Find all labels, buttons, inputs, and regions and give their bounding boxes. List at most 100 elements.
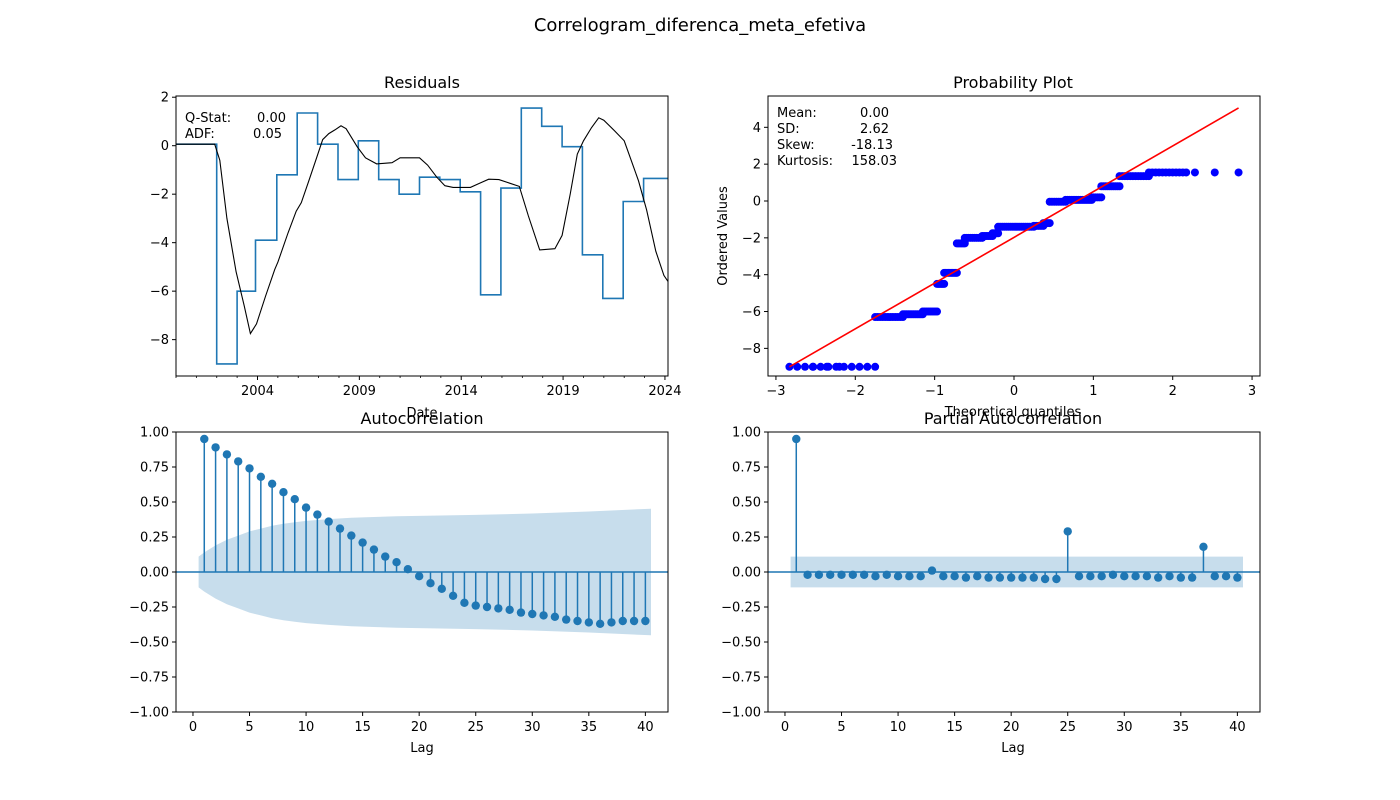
residuals-xtick-label: 2009 (343, 384, 376, 399)
pacf-marker (871, 572, 880, 581)
pacf-title: Partial Autocorrelation (924, 409, 1102, 428)
pacf-ytick-label: −0.25 (721, 601, 761, 616)
acf-marker (392, 558, 401, 567)
acf-marker (550, 612, 560, 621)
acf-marker (482, 602, 492, 612)
probplot-xtick-label: −1 (925, 384, 944, 399)
probplot-axes-frame (767, 95, 1261, 377)
probplot-point (835, 362, 844, 371)
pacf-marker (950, 572, 959, 581)
acf-marker (573, 616, 582, 626)
pacf-marker (995, 573, 1005, 582)
pacf-marker (1142, 572, 1152, 581)
pacf-marker (927, 566, 937, 575)
pacf-marker (984, 573, 993, 582)
pacf-ytick-label: −0.50 (721, 636, 761, 651)
acf-marker (211, 443, 220, 452)
pacf-marker (1097, 572, 1106, 581)
acf-marker (516, 608, 526, 617)
acf-marker (256, 472, 266, 481)
pacf-marker (803, 570, 812, 579)
pacf-marker (961, 573, 971, 582)
probplot-point (933, 307, 942, 316)
pacf-ytick-label: 0.75 (732, 461, 761, 476)
pacf-axes-frame (767, 431, 1261, 713)
pacf-marker (973, 572, 982, 581)
sd-value: 2.62 (860, 122, 889, 137)
acf-marker (528, 609, 537, 619)
acf-ytick-label: 0.50 (140, 496, 169, 511)
mean-label: Mean: (777, 106, 817, 121)
acf-marker (460, 598, 469, 607)
pacf-ytick-label: 0.50 (732, 496, 761, 511)
pacf-xtick-label: 40 (1229, 720, 1246, 735)
acf-marker (335, 524, 345, 533)
pacf-marker (1154, 573, 1163, 582)
residuals-ytick-label: −8 (150, 333, 169, 348)
probplot-point (871, 362, 880, 371)
acf-xtick-label: 25 (467, 720, 484, 735)
pacf-xtick-label: 10 (890, 720, 907, 735)
probplot-point (1210, 168, 1219, 177)
acf-marker (448, 591, 458, 600)
acf-marker (494, 604, 503, 613)
acf-xtick-label: 35 (581, 720, 598, 735)
qstat-label: Q-Stat: (185, 111, 231, 126)
pacf-marker (882, 570, 891, 579)
acf-marker (562, 615, 571, 624)
pacf-marker (1131, 572, 1140, 581)
acf-marker (301, 503, 311, 512)
residuals-series-line (176, 107, 668, 365)
probplot-title: Probability Plot (953, 73, 1073, 92)
residuals-stats: Q-Stat: 0.00 ADF: 0.05 (185, 111, 286, 142)
acf-marker (245, 464, 254, 473)
residuals-xtick-label: 2004 (241, 384, 274, 399)
pacf-xtick-label: 20 (1003, 720, 1020, 735)
pacf-marker (826, 570, 835, 579)
pacf-ytick-label: −1.00 (721, 706, 761, 721)
pacf-marker (893, 572, 903, 581)
residuals-smoothed-line (176, 117, 668, 336)
acf-marker (618, 616, 627, 626)
probplot-point (940, 279, 949, 288)
acf-xtick-label: 0 (189, 720, 197, 735)
residuals-xlabel: Date (406, 406, 437, 421)
kurtosis-label: Kurtosis: (777, 154, 833, 169)
residuals-xtick-label: 2024 (648, 384, 681, 399)
probplot-point (801, 362, 810, 371)
probplot-ytick-label: 4 (753, 121, 761, 136)
acf-marker (437, 584, 446, 593)
pacf-xtick-label: 30 (1116, 720, 1133, 735)
acf-marker (313, 510, 322, 519)
probplot-ytick-label: 2 (753, 158, 761, 173)
residuals-ytick-label: 2 (161, 91, 169, 106)
pacf-marker (1040, 574, 1050, 584)
probplot-xtick-label: 0 (1010, 384, 1018, 399)
acf-xtick-label: 20 (411, 720, 428, 735)
pacf-plot: 0 5 10 15 20 25 30 35 40 1.00 0.75 0.50 0.25 0.00 −0.2… (721, 426, 1261, 735)
pacf-marker (1233, 573, 1242, 582)
probplot-point (793, 362, 802, 371)
probplot-ylabel: Ordered Values (716, 186, 731, 286)
acf-xtick-label: 15 (354, 720, 371, 735)
acf-xtick-label: 5 (245, 720, 253, 735)
residuals-xtick-label: 2014 (445, 384, 478, 399)
pacf-xtick-label: 35 (1173, 720, 1190, 735)
pacf-ytick-label: −0.75 (721, 671, 761, 686)
pacf-ytick-label: 0.25 (732, 531, 761, 546)
probplot-plot: −3 −2 −1 0 1 2 3 4 2 0 −2 −4 −6 −8 (742, 95, 1261, 399)
acf-marker (222, 450, 232, 459)
acf-marker (358, 538, 367, 547)
residuals-ytick-label: −2 (150, 188, 169, 203)
probplot-ytick-label: −2 (742, 231, 761, 246)
probplot-point (1190, 168, 1199, 177)
probplot-point (994, 229, 1003, 238)
pacf-marker (859, 570, 869, 579)
pacf-marker (1052, 574, 1061, 584)
acf-marker (234, 457, 243, 466)
acf-marker (641, 616, 650, 626)
acf-marker (607, 618, 616, 627)
pacf-marker (939, 572, 948, 581)
acf-marker (381, 552, 390, 561)
acf-marker (414, 572, 424, 581)
